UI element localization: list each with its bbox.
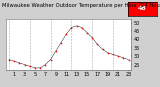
Point: [8, 59, 10, 60]
Point: [112, 54, 114, 55]
Point: [49, 59, 52, 60]
Point: [80, 27, 83, 28]
Point: [91, 37, 93, 38]
Point: [75, 25, 78, 27]
Text: 48: 48: [138, 6, 147, 11]
Point: [65, 34, 68, 35]
Point: [70, 27, 73, 28]
Point: [13, 60, 16, 62]
Point: [18, 62, 21, 64]
Point: [44, 64, 47, 65]
Point: [60, 42, 62, 43]
Point: [117, 55, 120, 57]
Point: [55, 50, 57, 52]
Point: [28, 66, 31, 67]
Point: [127, 59, 130, 60]
Point: [34, 67, 36, 69]
Point: [96, 44, 99, 45]
Point: [86, 32, 88, 33]
Text: Milwaukee Weather Outdoor Temperature per Hour (24 Hours): Milwaukee Weather Outdoor Temperature pe…: [2, 3, 160, 8]
Point: [107, 52, 109, 54]
Point: [23, 64, 26, 65]
Point: [39, 67, 41, 69]
Point: [122, 57, 125, 59]
Point: [101, 49, 104, 50]
